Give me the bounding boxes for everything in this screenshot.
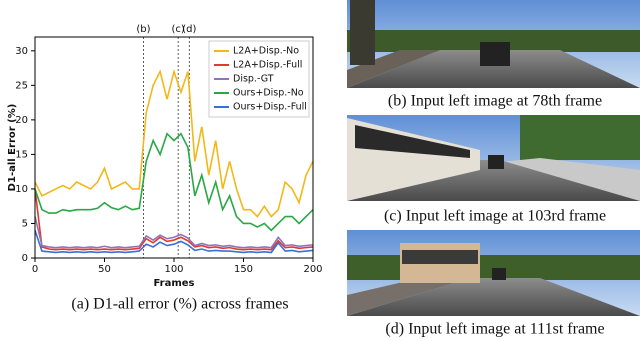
y-tick-label: 30: [15, 46, 28, 57]
image-caption: (b) Input left image at 78th frame: [388, 93, 602, 110]
photo-b: [347, 0, 640, 88]
plot-area: 0 5 10 15 20 25 30 0 50 100 150 200 D1-all Error (%)…: [7, 24, 323, 289]
annotation-label: (c): [172, 24, 185, 35]
series-line: [34, 188, 314, 251]
y-tick-label: 5: [22, 218, 28, 229]
photo-c: [347, 115, 640, 201]
y-tick-label: 15: [15, 149, 28, 160]
legend-label: Disp.-GT: [233, 74, 274, 85]
photo-d: [347, 230, 640, 316]
legend-label: Ours+Disp.-Full: [233, 102, 307, 113]
x-tick-label: 100: [164, 264, 183, 275]
chart-caption: (a) D1-all error (%) across frames: [71, 296, 288, 313]
x-tick-label: 150: [234, 264, 253, 275]
legend-label: L2A+Disp.-No: [233, 46, 299, 57]
annotation-label: (b): [136, 24, 150, 35]
x-tick-label: 50: [98, 264, 111, 275]
x-axis-label: Frames: [153, 278, 194, 289]
x-tick-label: 0: [32, 264, 38, 275]
y-axis-label: D1-all Error (%): [7, 104, 18, 192]
y-tick-label: 0: [22, 253, 28, 264]
legend-label: Ours+Disp.-No: [233, 88, 304, 99]
y-tick-label: 25: [15, 80, 28, 91]
series-line: [34, 68, 314, 218]
y-tick-label: 10: [15, 184, 28, 195]
legend-label: L2A+Disp.-Full: [233, 60, 302, 71]
x-tick-label: 200: [303, 264, 322, 275]
annotation-label: (d): [182, 24, 196, 35]
image-caption: (c) Input left image at 103rd frame: [384, 208, 606, 225]
series-line: [34, 132, 314, 232]
series-line: [34, 216, 314, 249]
series-line: [34, 230, 314, 254]
image-caption: (d) Input left image at 111st frame: [385, 321, 604, 338]
plot-frame: [34, 36, 314, 259]
y-tick-label: 20: [15, 115, 28, 126]
